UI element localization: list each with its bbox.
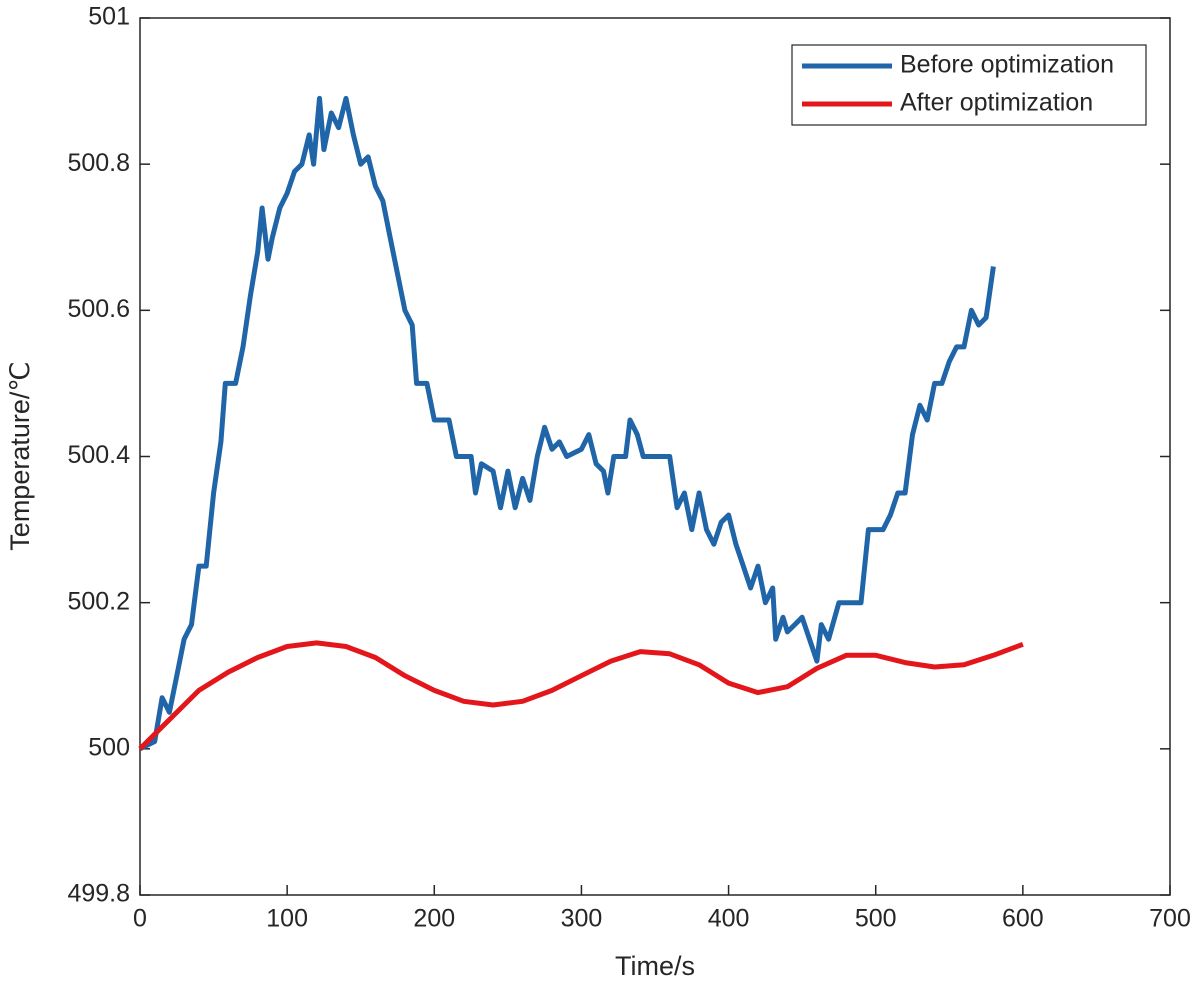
series-line: [138, 640, 1024, 751]
x-tick-label: 100: [266, 905, 308, 933]
y-tick-label: 500.6: [67, 295, 130, 323]
series-line: [138, 95, 996, 752]
x-axis-label: Time/s: [615, 951, 695, 981]
x-tick-label: 600: [1002, 905, 1044, 933]
y-tick-label: 500.4: [67, 441, 130, 469]
y-tick-label: 500.2: [67, 587, 130, 615]
legend-label: Before optimization: [900, 51, 1114, 79]
y-tick-label: 501: [88, 3, 130, 31]
x-tick-label: 300: [561, 905, 603, 933]
x-tick-label: 0: [133, 905, 147, 933]
y-tick-label: 499.8: [67, 880, 130, 908]
x-tick-label: 700: [1149, 905, 1191, 933]
y-tick-label: 500.8: [67, 149, 130, 177]
x-tick-label: 200: [413, 905, 455, 933]
legend-label: After optimization: [900, 89, 1093, 117]
x-tick-label: 400: [708, 905, 750, 933]
y-tick-label: 500: [88, 733, 130, 761]
legend-box: [791, 44, 1147, 126]
y-axis-label: Temperature/℃: [5, 361, 35, 550]
x-tick-label: 500: [855, 905, 897, 933]
